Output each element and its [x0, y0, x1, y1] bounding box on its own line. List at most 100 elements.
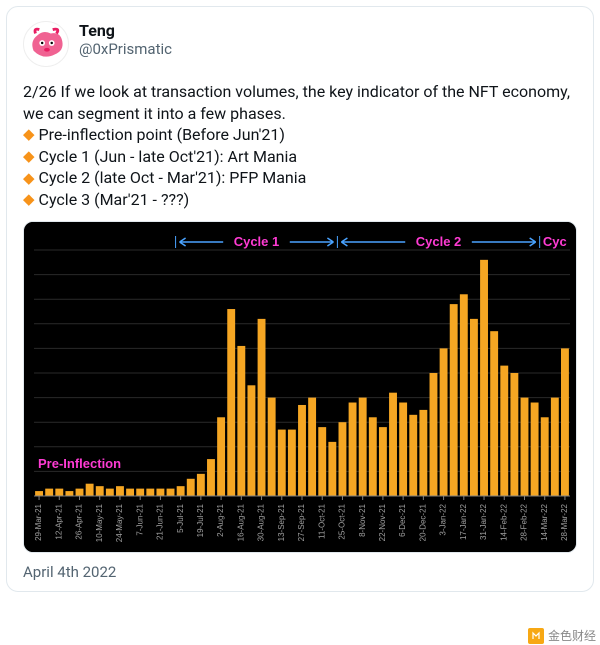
- chart-bar: [521, 397, 529, 495]
- bullet-list: ◆ Pre-inflection point (Before Jun'21)◆ …: [23, 124, 577, 210]
- pre-inflection-label: Pre-Inflection: [38, 456, 121, 471]
- chart-bar: [359, 397, 367, 495]
- x-tick-label: 17-Jan-22: [459, 503, 468, 540]
- x-tick-label: 31-Jan-22: [479, 503, 488, 540]
- x-tick-label: 3-Jan-22: [439, 503, 448, 535]
- x-tick-label: 11-Oct-21: [317, 503, 326, 539]
- chart-bar: [480, 259, 488, 495]
- x-tick-label: 19-Jul-21: [196, 503, 205, 537]
- chart-bar: [369, 417, 377, 496]
- x-tick-label: 27-Sep-21: [297, 503, 306, 541]
- chart-bar: [541, 417, 549, 496]
- chart-bar: [278, 429, 286, 495]
- tweet-card: Teng @0xPrismatic 2/26 If we look at tra…: [6, 6, 594, 592]
- chart-bar: [430, 373, 438, 496]
- chart-bar: [76, 488, 84, 495]
- bullet-item: ◆ Cycle 1 (Jun - late Oct'21): Art Mania: [23, 146, 577, 168]
- x-tick-label: 8-Nov-21: [358, 503, 367, 536]
- bullet-item: ◆ Pre-inflection point (Before Jun'21): [23, 124, 577, 146]
- chart-bar: [177, 486, 185, 496]
- chart-bar: [207, 459, 215, 496]
- bullet-text: Pre-inflection point (Before Jun'21): [39, 124, 285, 146]
- chart-bar: [450, 304, 458, 496]
- chart-bar: [86, 483, 94, 495]
- chart-bar: [156, 488, 164, 495]
- x-tick-label: 7-Jun-21: [135, 503, 144, 535]
- x-tick-label: 25-Oct-21: [338, 503, 347, 539]
- avatar-illustration: [24, 22, 68, 66]
- x-tick-label: 28-Feb-22: [520, 503, 529, 540]
- chart-bar: [419, 409, 427, 495]
- display-name[interactable]: Teng: [79, 21, 172, 40]
- x-tick-label: 14-Feb-22: [499, 503, 508, 540]
- chart-bar: [96, 486, 104, 496]
- transaction-volume-chart: 29-Mar-2112-Apr-2126-Apr-2110-May-2124-M…: [24, 222, 576, 552]
- x-tick-label: 24-May-21: [115, 503, 124, 542]
- x-tick-label: 5-Jul-21: [176, 503, 185, 532]
- x-tick-label: 12-Apr-21: [54, 503, 63, 539]
- chart-bar: [247, 385, 255, 496]
- chart-bar: [35, 491, 43, 496]
- diamond-icon: ◆: [23, 127, 35, 142]
- chart-bar: [106, 488, 114, 495]
- bullet-text: Cycle 2 (late Oct - Mar'21): PFP Mania: [39, 167, 307, 189]
- chart-bar: [399, 402, 407, 495]
- cycle-label: Cycle 1: [234, 234, 280, 249]
- chart-bar: [116, 486, 124, 496]
- chart-bar: [440, 348, 448, 496]
- chart-bar: [510, 373, 518, 496]
- tweet-body: 2/26 If we look at transaction volumes, …: [23, 81, 577, 211]
- bullet-text: Cycle 1 (Jun - late Oct'21): Art Mania: [39, 146, 298, 168]
- chart-bar: [126, 488, 134, 495]
- cycle-label: Cyc: [543, 234, 567, 249]
- bullet-text: Cycle 3 (Mar'21 - ???): [39, 189, 190, 211]
- tweet-timestamp: April 4th 2022: [23, 563, 577, 581]
- chart-bar: [197, 473, 205, 495]
- chart-bar: [500, 365, 508, 495]
- chart-bar: [288, 429, 296, 495]
- chart-bar: [349, 402, 357, 495]
- diamond-icon: ◆: [23, 192, 35, 207]
- chart-bar: [460, 294, 468, 496]
- chart-bar: [328, 441, 336, 495]
- chart-bar: [55, 488, 63, 495]
- chart-bar: [65, 491, 73, 496]
- x-tick-label: 6-Dec-21: [398, 503, 407, 536]
- chart-bar: [531, 402, 539, 495]
- chart-bar: [146, 488, 154, 495]
- chart-container: 29-Mar-2112-Apr-2126-Apr-2110-May-2124-M…: [23, 221, 577, 553]
- chart-bar: [490, 331, 498, 496]
- chart-bar: [187, 478, 195, 495]
- chart-bar: [339, 422, 347, 496]
- x-tick-label: 28-Mar-22: [560, 503, 569, 540]
- chart-bar: [258, 318, 266, 495]
- handle[interactable]: @0xPrismatic: [79, 40, 172, 58]
- diamond-icon: ◆: [23, 149, 35, 164]
- bullet-item: ◆ Cycle 2 (late Oct - Mar'21): PFP Mania: [23, 167, 577, 189]
- chart-bar: [308, 397, 316, 495]
- chart-bar: [136, 488, 144, 495]
- watermark: 金色财经: [528, 627, 596, 644]
- chart-bar: [318, 427, 326, 496]
- tweet-intro: 2/26 If we look at transaction volumes, …: [23, 81, 577, 124]
- x-tick-label: 21-Jun-21: [156, 503, 165, 540]
- bullet-item: ◆ Cycle 3 (Mar'21 - ???): [23, 189, 577, 211]
- x-tick-label: 20-Dec-21: [418, 503, 427, 541]
- chart-bar: [561, 348, 569, 496]
- chart-bar: [167, 488, 175, 495]
- chart-bar: [379, 427, 387, 496]
- x-tick-label: 30-Aug-21: [257, 503, 266, 541]
- diamond-icon: ◆: [23, 171, 35, 186]
- chart-bar: [470, 318, 478, 495]
- chart-bar: [298, 405, 306, 496]
- chart-bar: [409, 414, 417, 495]
- author-names: Teng @0xPrismatic: [79, 21, 172, 58]
- chart-bar: [389, 392, 397, 495]
- x-tick-label: 29-Mar-21: [34, 503, 43, 540]
- chart-bar: [237, 346, 245, 496]
- x-tick-label: 2-Aug-21: [216, 503, 225, 536]
- avatar[interactable]: [23, 21, 69, 67]
- watermark-text: 金色财经: [548, 627, 596, 644]
- chart-bar: [551, 397, 559, 495]
- tweet-header: Teng @0xPrismatic: [23, 21, 577, 67]
